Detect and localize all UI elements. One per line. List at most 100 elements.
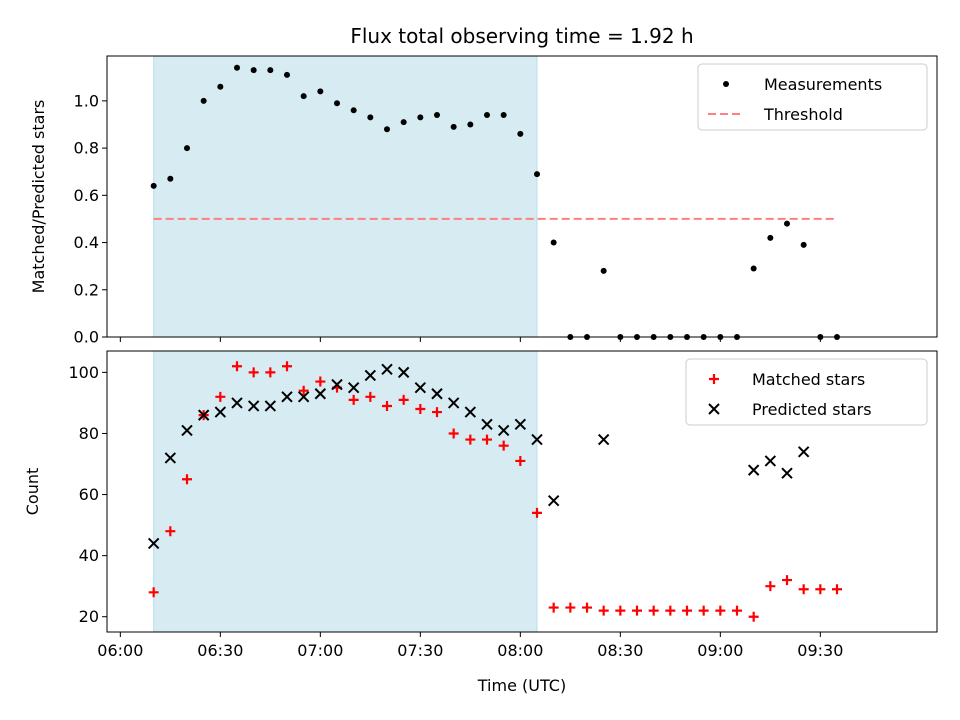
data-point bbox=[298, 385, 309, 396]
data-point bbox=[315, 376, 326, 387]
x-tick-label: 07:00 bbox=[297, 641, 343, 660]
data-point bbox=[414, 381, 427, 394]
x-tick-label: 09:00 bbox=[697, 641, 743, 660]
data-point bbox=[215, 391, 226, 402]
x-tick-label: 06:30 bbox=[197, 641, 243, 660]
data-point bbox=[147, 537, 160, 550]
data-point bbox=[547, 494, 560, 507]
data-point bbox=[481, 418, 493, 431]
data-point bbox=[184, 145, 190, 152]
data-point bbox=[165, 526, 176, 537]
series-predicted-stars bbox=[147, 363, 810, 550]
data-point bbox=[350, 107, 357, 114]
data-point bbox=[534, 171, 540, 178]
data-point bbox=[232, 361, 242, 372]
x-tick-label: 09:30 bbox=[797, 641, 843, 660]
x-axis-label: Time (UTC) bbox=[477, 676, 566, 695]
data-point bbox=[598, 605, 609, 616]
data-point bbox=[247, 400, 260, 412]
data-point bbox=[367, 114, 374, 121]
legend-box bbox=[697, 63, 928, 131]
data-point bbox=[415, 404, 426, 415]
data-point bbox=[200, 97, 207, 104]
data-point bbox=[164, 452, 177, 464]
data-point bbox=[767, 234, 774, 241]
data-point bbox=[265, 367, 276, 378]
bottom-panel: 20 40 60 80 100 06:00 06:30 07:00 07:30 08:00 08:3… bbox=[23, 350, 938, 660]
legend-marker bbox=[723, 81, 729, 87]
data-point bbox=[765, 581, 776, 592]
data-point bbox=[281, 391, 293, 403]
data-point bbox=[148, 587, 159, 598]
data-point bbox=[582, 602, 592, 613]
data-point bbox=[364, 369, 377, 382]
y-tick-label: 40 bbox=[79, 546, 99, 565]
data-point bbox=[264, 400, 277, 412]
x-tick-label: 08:30 bbox=[597, 641, 643, 660]
data-point bbox=[550, 239, 557, 246]
data-point bbox=[615, 605, 626, 616]
data-point bbox=[282, 361, 292, 372]
data-point bbox=[815, 584, 826, 595]
data-point bbox=[250, 67, 257, 74]
y-tick-label: 0.2 bbox=[74, 280, 99, 299]
plot-frame bbox=[106, 55, 938, 338]
data-point bbox=[784, 220, 790, 227]
data-point bbox=[782, 575, 792, 586]
data-point bbox=[334, 100, 340, 107]
data-point bbox=[665, 605, 676, 616]
chart-title: Flux total observing time = 1.92 h bbox=[350, 24, 693, 48]
data-point bbox=[482, 434, 492, 445]
data-point bbox=[632, 605, 642, 616]
data-point bbox=[214, 406, 227, 418]
data-point bbox=[331, 378, 343, 391]
data-point bbox=[365, 391, 376, 402]
y-tick-label: 1.0 bbox=[74, 91, 99, 110]
data-point bbox=[465, 434, 476, 445]
data-point bbox=[297, 391, 310, 403]
data-point bbox=[800, 241, 807, 248]
legend-marker bbox=[709, 374, 719, 384]
data-point bbox=[798, 584, 809, 595]
data-point bbox=[515, 455, 526, 466]
data-point bbox=[532, 507, 542, 518]
data-point bbox=[498, 440, 509, 451]
data-point bbox=[431, 388, 443, 400]
data-point bbox=[517, 130, 524, 137]
data-point bbox=[682, 605, 692, 616]
data-point bbox=[150, 182, 157, 189]
data-point bbox=[797, 446, 810, 458]
data-point bbox=[167, 175, 174, 182]
data-point bbox=[531, 433, 543, 446]
series-matched-stars bbox=[148, 361, 842, 622]
data-point bbox=[348, 394, 359, 405]
data-point bbox=[448, 428, 459, 439]
data-point bbox=[597, 433, 610, 446]
y-tick-label: 0.8 bbox=[74, 139, 99, 158]
data-point bbox=[450, 123, 457, 130]
legend: Measurements Threshold bbox=[697, 63, 928, 131]
data-point bbox=[514, 418, 527, 431]
data-point bbox=[464, 406, 477, 418]
data-point bbox=[347, 381, 360, 394]
data-point bbox=[417, 114, 424, 121]
data-point bbox=[234, 64, 240, 71]
shaded-region bbox=[153, 350, 538, 633]
data-point bbox=[398, 394, 409, 405]
data-point bbox=[484, 112, 490, 119]
legend-marker bbox=[708, 403, 720, 415]
data-point bbox=[781, 467, 793, 479]
data-point bbox=[747, 464, 760, 476]
data-point bbox=[314, 388, 327, 400]
data-point bbox=[600, 267, 607, 274]
y-tick-label: 20 bbox=[79, 607, 99, 626]
data-point bbox=[548, 602, 559, 613]
data-point bbox=[764, 455, 777, 467]
legend-label: Matched stars bbox=[752, 370, 865, 389]
data-point bbox=[284, 71, 290, 78]
data-point bbox=[231, 397, 243, 409]
x-tick-label: 06:00 bbox=[97, 641, 143, 660]
data-point bbox=[432, 407, 442, 418]
data-point bbox=[497, 424, 510, 437]
